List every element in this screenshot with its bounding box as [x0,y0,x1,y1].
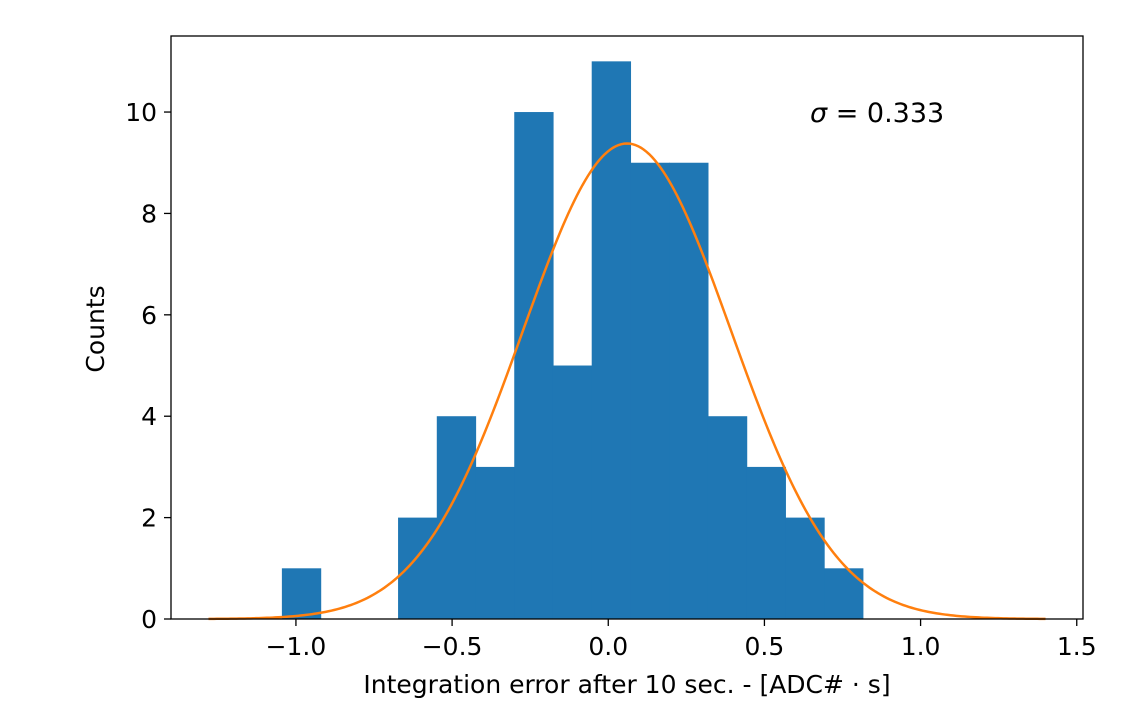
histogram-bar [552,365,593,619]
x-tick-label: 1.5 [1057,632,1097,661]
x-axis-label: Integration error after 10 sec. - [ADC# … [363,670,890,699]
y-tick-label: 8 [141,199,157,228]
x-tick-label: −1.0 [266,632,327,661]
x-tick-label: −0.5 [422,632,483,661]
histogram-bars [281,61,864,619]
histogram-bar [281,568,322,619]
histogram-bar [436,416,477,619]
gaussian-fit-curve [208,142,1046,621]
histogram-bar [630,162,670,619]
plot-frame [170,35,1084,620]
y-tick-label: 10 [125,98,157,127]
histogram-bar [398,517,438,619]
y-axis-label: Counts [81,285,110,372]
y-axis-ticks: 0 2 4 6 8 10 [125,98,171,634]
histogram-bar [824,568,864,619]
sigma-annotation: σ = 0.333 [810,98,944,129]
x-axis-ticks: −1.0 −0.5 0.0 0.5 1.0 1.5 [266,619,1097,661]
histogram-bar [707,416,748,619]
histogram-bar [514,112,554,619]
y-tick-label: 6 [141,301,157,330]
y-tick-label: 2 [141,504,157,533]
y-tick-label: 0 [141,605,157,634]
y-tick-label: 4 [141,402,157,431]
histogram-bar [591,61,632,619]
histogram-bar [746,466,786,619]
histogram-bar [785,517,825,619]
histogram-bar [475,466,515,619]
x-tick-label: 1.0 [901,632,941,661]
sigma-symbol: σ [810,98,828,129]
x-tick-label: 0.0 [588,632,628,661]
x-tick-label: 0.5 [745,632,785,661]
histogram-bar [669,162,709,619]
sigma-value: = 0.333 [827,98,944,129]
